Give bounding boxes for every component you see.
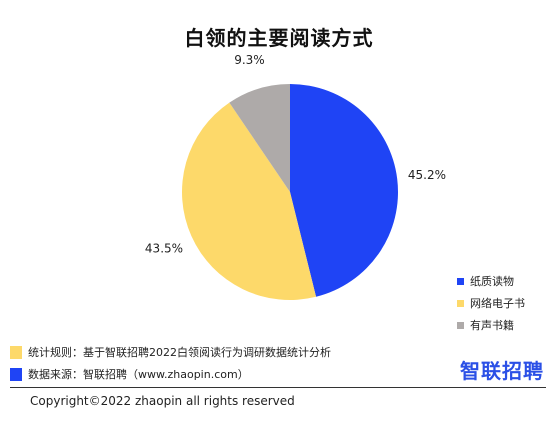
legend-item: 网络电子书 (457, 292, 525, 314)
legend-item: 纸质读物 (457, 270, 525, 292)
pie-slice (182, 102, 317, 300)
notes: 统计规则：基于智联招聘2022白领阅读行为调研数据统计分析 数据来源：智联招聘（… (10, 342, 331, 386)
note-text: 统计规则：基于智联招聘2022白领阅读行为调研数据统计分析 (28, 346, 331, 359)
data-label: 45.2% (408, 168, 446, 182)
chart-title: 白领的主要阅读方式 (184, 26, 374, 50)
note-swatch (10, 345, 22, 359)
note-text: 数据来源：智联招聘（www.zhaopin.com） (28, 368, 249, 381)
note-swatch (10, 367, 22, 381)
legend-label: 纸质读物 (470, 275, 514, 288)
note-row: 统计规则：基于智联招聘2022白领阅读行为调研数据统计分析 (10, 342, 331, 362)
legend-item: 有声书籍 (457, 314, 525, 336)
pie-chart: 45.2% 43.5% 9.3% (145, 53, 446, 300)
legend-swatch (457, 299, 464, 307)
copyright-text: Copyright©2022 zhaopin all rights reserv… (30, 394, 295, 408)
data-label: 43.5% (145, 241, 183, 255)
legend-label: 有声书籍 (470, 319, 514, 332)
pie-slice (290, 84, 398, 297)
zhaopin-logo: 智联招聘 (460, 359, 544, 383)
divider (10, 387, 546, 388)
legend-swatch (457, 321, 464, 329)
note-row: 数据来源：智联招聘（www.zhaopin.com） (10, 364, 331, 384)
pie-slice (229, 84, 290, 192)
legend: 纸质读物 网络电子书 有声书籍 (457, 270, 525, 336)
legend-swatch (457, 277, 464, 285)
legend-label: 网络电子书 (470, 297, 525, 310)
data-label: 9.3% (234, 53, 265, 67)
